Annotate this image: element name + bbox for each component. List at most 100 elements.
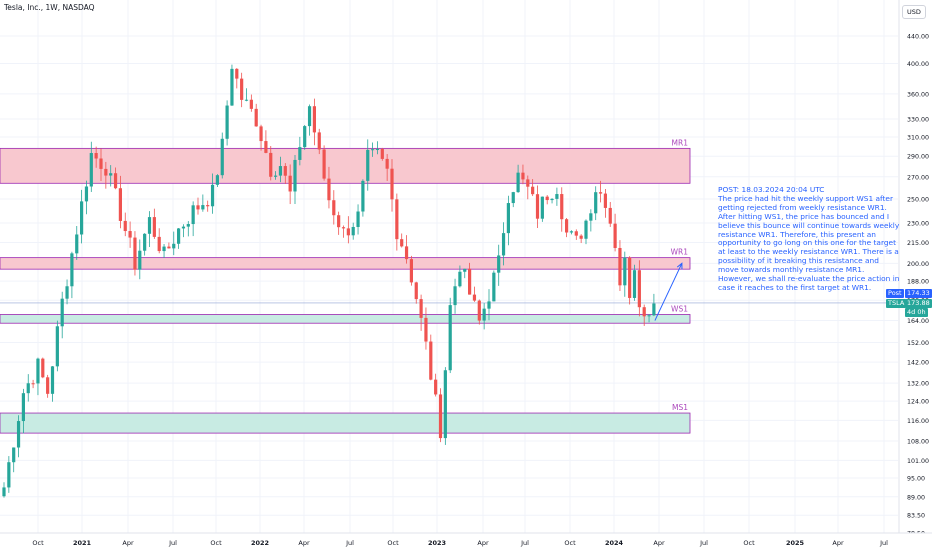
- candle-body: [506, 203, 510, 234]
- projection-arrowhead: [676, 262, 683, 270]
- candle-body: [65, 286, 69, 299]
- candle-body: [104, 168, 108, 176]
- candle-body: [516, 172, 520, 193]
- y-tick-label: 200.00: [907, 261, 929, 268]
- candle-body: [278, 166, 283, 176]
- candle-body: [36, 358, 40, 384]
- candle-body: [259, 126, 263, 142]
- symbol-title[interactable]: Tesla, Inc., 1W, NASDAQ: [4, 3, 95, 12]
- candle-body: [322, 149, 326, 179]
- candle-body: [366, 149, 370, 181]
- candle-body: [652, 303, 656, 316]
- y-tick-label: 132.00: [907, 381, 929, 388]
- candle-body: [628, 257, 632, 298]
- candle-body: [70, 253, 74, 287]
- y-tick-label: 250.00: [907, 197, 929, 204]
- candle-body: [521, 172, 525, 180]
- candle-body: [254, 108, 258, 127]
- candle-body: [443, 370, 447, 439]
- zone-label-ws1: WS1: [671, 304, 688, 313]
- candle-body: [492, 272, 496, 302]
- candle-body: [167, 246, 171, 249]
- candle-body: [303, 126, 307, 148]
- candle-body: [307, 106, 312, 127]
- candle-body: [511, 192, 515, 204]
- candle-body: [94, 153, 98, 159]
- y-tick-label: 440.00: [907, 34, 929, 41]
- candle-body: [453, 286, 457, 306]
- candle-body: [201, 205, 205, 210]
- candle-body: [395, 199, 399, 240]
- candle-body: [109, 173, 113, 176]
- candle-body: [244, 99, 249, 101]
- x-tick-label: Apr: [122, 539, 134, 547]
- candle-body: [472, 294, 477, 301]
- candle-body: [274, 175, 278, 177]
- candle-body: [332, 200, 336, 216]
- post-price-label-name: Post: [886, 289, 904, 298]
- candle-body: [162, 246, 166, 252]
- candle-body: [113, 173, 118, 189]
- candle-body: [327, 178, 331, 201]
- candle-body: [501, 233, 506, 256]
- candle-body: [574, 231, 578, 236]
- zone-label-wr1: WR1: [671, 248, 689, 257]
- y-tick-label: 142.00: [907, 360, 929, 367]
- candle-body: [545, 196, 549, 201]
- x-tick-label: Jul: [168, 539, 177, 547]
- candle-body: [637, 270, 641, 308]
- candle-body: [375, 149, 380, 151]
- candle-body: [565, 219, 569, 233]
- x-tick-label: 2021: [73, 539, 92, 547]
- candle-body: [210, 184, 215, 207]
- candle-body: [118, 188, 122, 221]
- zone-mr1: [0, 147, 691, 184]
- candle-body: [138, 250, 142, 270]
- candle-body: [84, 186, 89, 202]
- candle-body: [16, 421, 21, 448]
- candle-body: [404, 246, 409, 260]
- zone-label-ms1: MS1: [672, 403, 688, 412]
- candle-body: [230, 68, 234, 106]
- candle-body: [55, 326, 59, 367]
- candle-body: [220, 138, 224, 176]
- x-tick-label: 2023: [428, 539, 446, 547]
- candle-body: [2, 487, 6, 497]
- candle-body: [531, 186, 535, 195]
- candle-body: [337, 215, 341, 228]
- candle-body: [191, 205, 195, 225]
- zone-ws1: [0, 314, 691, 324]
- x-tick-label: 2022: [251, 539, 269, 547]
- bar-countdown-label: 4d 0h: [905, 308, 928, 317]
- candle-body: [312, 106, 316, 133]
- y-tick-label: 330.00: [907, 116, 929, 123]
- x-tick-label: Apr: [477, 539, 489, 547]
- candle-body: [371, 149, 375, 151]
- candle-body: [618, 247, 622, 286]
- candle-body: [623, 257, 627, 286]
- candle-body: [215, 175, 219, 185]
- candle-body: [157, 236, 161, 252]
- x-tick-label: Jul: [879, 539, 888, 547]
- candle-body: [560, 194, 564, 220]
- candle-body: [419, 299, 423, 318]
- x-tick-label: Oct: [387, 539, 399, 547]
- candle-body: [463, 268, 467, 272]
- candle-body: [177, 228, 181, 244]
- x-tick-label: Jul: [345, 539, 354, 547]
- candle-body: [269, 152, 273, 177]
- candle-body: [482, 308, 486, 321]
- x-tick-label: Oct: [32, 539, 44, 547]
- x-tick-label: Apr: [653, 539, 665, 547]
- y-tick-label: 400.00: [907, 61, 929, 68]
- candle-body: [550, 198, 554, 201]
- candle-body: [206, 205, 210, 207]
- currency-button[interactable]: USD: [902, 5, 926, 19]
- y-tick-label: 95.00: [907, 475, 925, 482]
- candle-body: [468, 268, 472, 295]
- candle-body: [438, 394, 443, 439]
- candle-body: [414, 282, 418, 300]
- candle-body: [152, 217, 156, 237]
